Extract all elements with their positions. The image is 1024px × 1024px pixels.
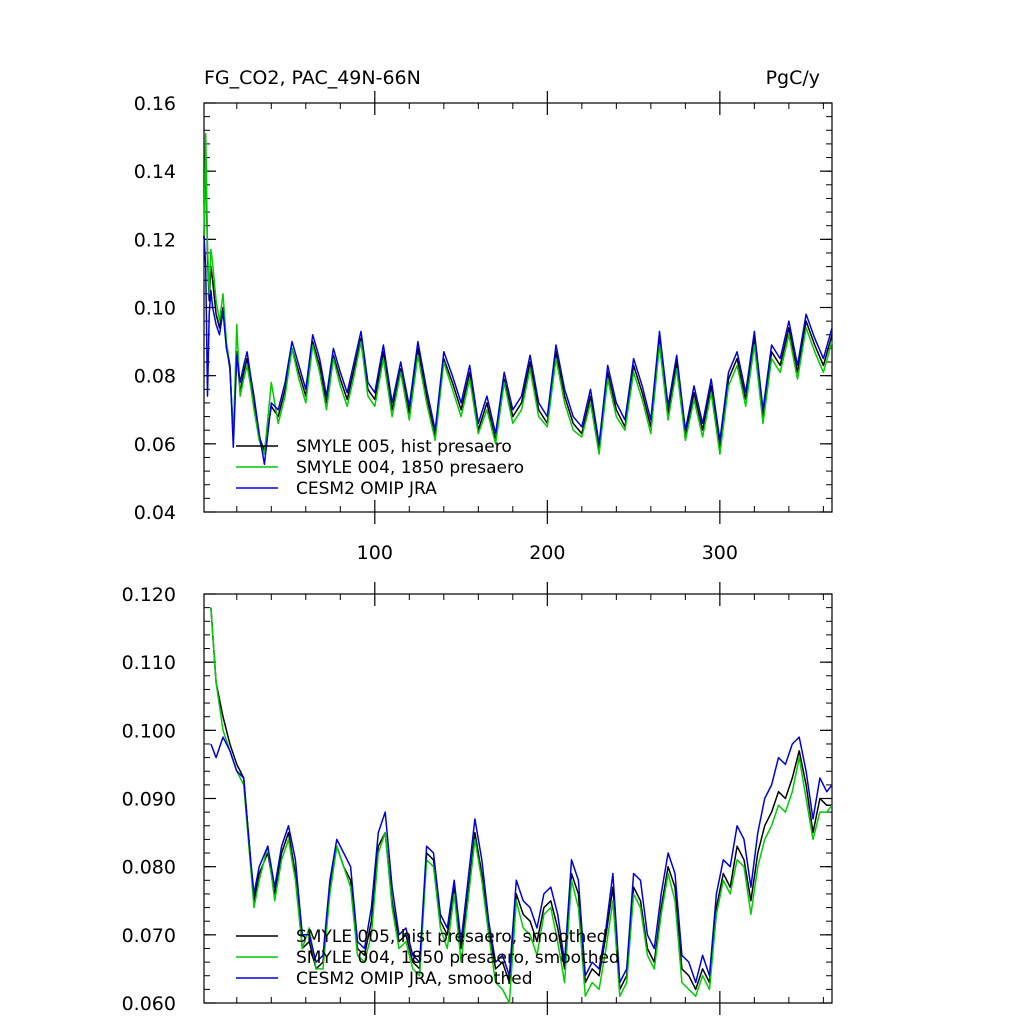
y-tick-label: 0.14 — [134, 161, 176, 183]
top-plot-panel: 0.04 0.06 0.08 0.10 0.12 0.14 0.16 100 200 300 SMY… — [134, 91, 833, 564]
y-tick-label: 0.10 — [134, 298, 176, 320]
y-tick-label: 0.12 — [134, 229, 176, 251]
bottom-plot-panel: 0.060 0.070 0.080 0.090 0.100 0.110 0.120 SMYLE… — [122, 582, 833, 1015]
x-tick-label: 300 — [702, 542, 738, 564]
y-tick-label: 0.16 — [134, 93, 176, 115]
y-tick-label: 0.080 — [122, 857, 176, 879]
y-tick-label: 0.08 — [134, 366, 176, 388]
x-tick-label: 200 — [529, 542, 565, 564]
legend-label: SMYLE 005, hist presaero — [296, 437, 512, 457]
legend-label: CESM2 OMIP JRA — [296, 479, 437, 499]
series-line — [210, 607, 832, 991]
y-tick-label: 0.06 — [134, 434, 176, 456]
legend-label: SMYLE 004, 1850 presaero, smoothed — [296, 948, 620, 968]
y-tick-label: 0.100 — [122, 720, 176, 742]
legend-label: SMYLE 004, 1850 presaero — [296, 458, 524, 478]
units-label: PgC/y — [766, 67, 820, 89]
y-tick-label: 0.070 — [122, 925, 176, 947]
x-tick-label: 100 — [357, 542, 393, 564]
series-line — [203, 146, 833, 452]
chart-title: FG_CO2, PAC_49N-66N — [204, 67, 421, 89]
legend-label: CESM2 OMIP JRA, smoothed — [296, 969, 533, 989]
y-tick-label: 0.120 — [122, 584, 176, 606]
y-tick-label: 0.060 — [122, 993, 176, 1015]
legend-label: SMYLE 005, hist presaero, smoothed — [296, 927, 607, 947]
series-line — [210, 736, 833, 984]
series-line — [203, 235, 833, 466]
y-tick-label: 0.04 — [134, 502, 176, 524]
y-tick-label: 0.110 — [122, 652, 176, 674]
series-line — [203, 132, 833, 455]
y-tick-label: 0.090 — [122, 789, 176, 811]
series-line — [210, 607, 833, 1004]
